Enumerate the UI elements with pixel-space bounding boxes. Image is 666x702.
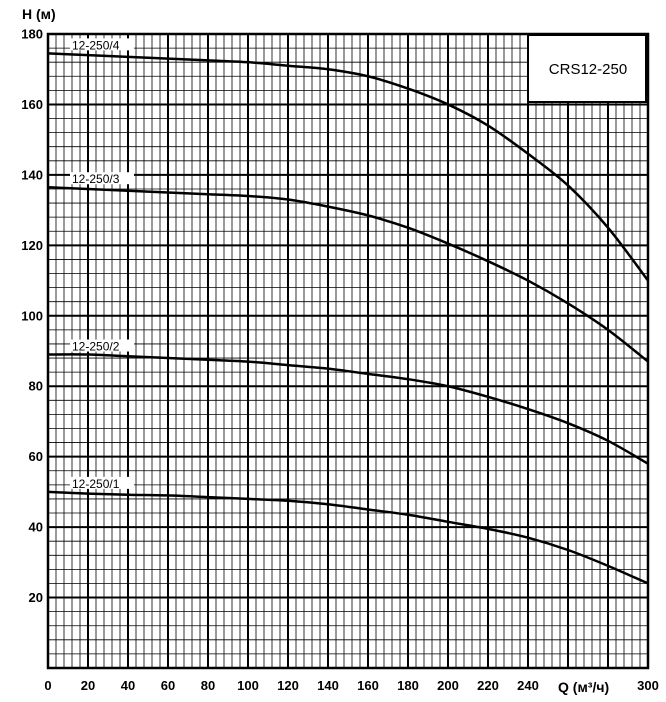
curve-label-bg	[70, 38, 134, 51]
y-tick-label: 160	[21, 97, 43, 112]
y-axis-title: H (м)	[22, 6, 56, 22]
x-tick-label: 140	[317, 678, 339, 693]
plot-frame	[46, 32, 650, 670]
x-tick-label: 160	[357, 678, 379, 693]
curve-12-250/4	[47, 52, 649, 282]
x-tick-label: 60	[161, 678, 175, 693]
curve-12-250/1	[47, 490, 649, 585]
x-tick-label: 0	[44, 678, 51, 693]
curve-label: 12-250/2	[72, 340, 120, 354]
y-tick-label: 120	[21, 238, 43, 253]
x-tick-label: 100	[237, 678, 259, 693]
title-box-rect	[527, 34, 647, 103]
curve-label-bg	[70, 339, 134, 352]
curve-label: 12-250/3	[72, 172, 120, 186]
y-tick-label: 60	[29, 449, 43, 464]
x-tick-label: 180	[397, 678, 419, 693]
x-tick-labels: 0 20 40 60 80 100 120 140 160 180 200 220 240 300	[44, 678, 658, 693]
grid-major	[46, 32, 650, 670]
x-tick-label: 300	[637, 678, 659, 693]
curve-12-250/3	[47, 185, 649, 363]
curves	[47, 52, 649, 585]
curve-label-bg	[70, 172, 134, 185]
y-tick-label: 40	[29, 520, 43, 535]
y-tick-label: 180	[21, 27, 43, 42]
x-tick-label: 240	[517, 678, 539, 693]
title-box: CRS12-250	[527, 34, 647, 103]
curve-label-bg	[70, 476, 134, 489]
x-tick-label: 40	[121, 678, 135, 693]
x-tick-label: 80	[201, 678, 215, 693]
x-tick-label: 220	[477, 678, 499, 693]
x-tick-label: 20	[81, 678, 95, 693]
curve-12-250/2	[47, 353, 649, 465]
chart-title: CRS12-250	[549, 61, 627, 78]
curve-labels: 12-250/4 12-250/3 12-250/2 12-250/1	[70, 38, 134, 491]
curve-label: 12-250/1	[72, 477, 120, 491]
y-tick-label: 140	[21, 167, 43, 182]
y-tick-label: 100	[21, 308, 43, 323]
grid-minor	[47, 33, 649, 669]
curve-label: 12-250/4	[72, 38, 120, 52]
y-tick-labels: 20 40 60 80 100 120 140 160 180	[21, 27, 43, 606]
y-tick-label: 80	[29, 379, 43, 394]
x-tick-label: 120	[277, 678, 299, 693]
x-axis-title: Q (м³/ч)	[558, 679, 609, 695]
y-tick-label: 20	[29, 590, 43, 605]
x-tick-label: 200	[437, 678, 459, 693]
